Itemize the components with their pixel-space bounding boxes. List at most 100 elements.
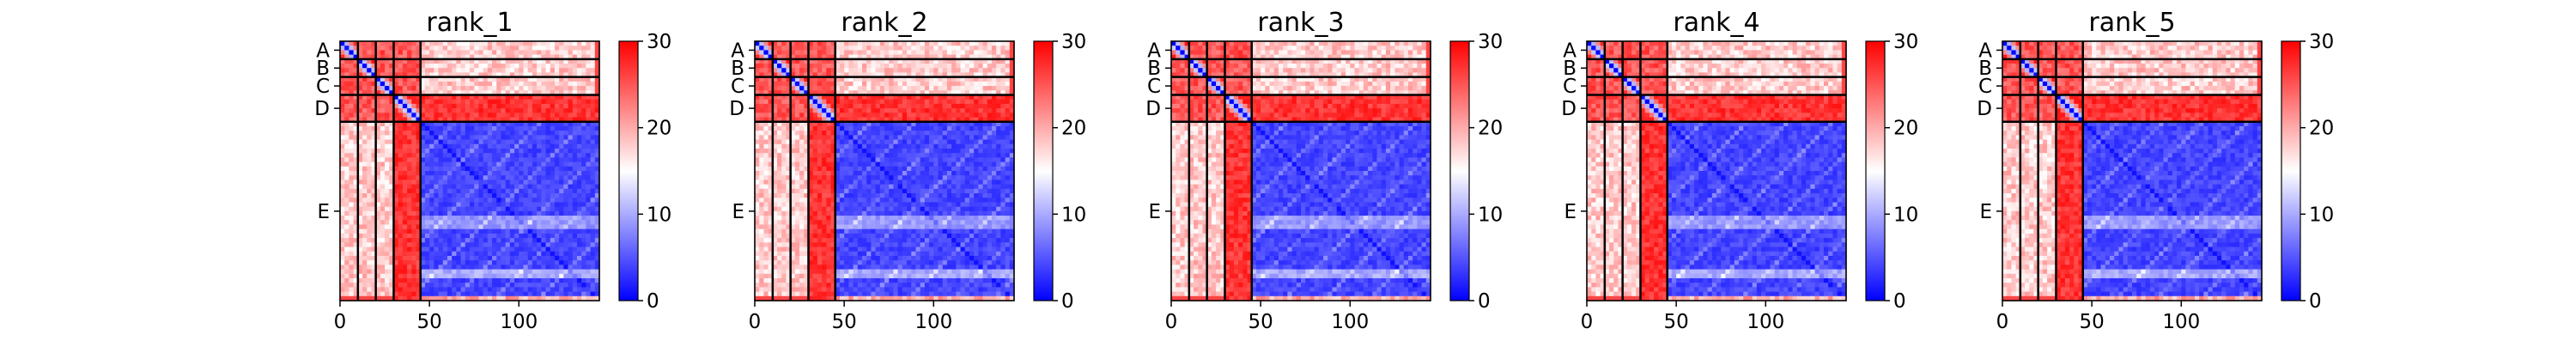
heatmap-cell <box>456 283 461 288</box>
heatmap-cell <box>591 153 596 158</box>
heatmap-cell <box>510 252 515 257</box>
heatmap-cell <box>546 68 551 73</box>
heatmap-cell <box>817 86 823 91</box>
heatmap-cell <box>380 224 386 229</box>
heatmap-cell <box>893 126 898 131</box>
heatmap-cell <box>496 193 501 198</box>
heatmap-cell <box>866 64 872 69</box>
heatmap-cell <box>447 256 453 261</box>
heatmap-cell <box>866 108 872 113</box>
heatmap-cell <box>763 126 769 131</box>
heatmap-cell <box>407 50 412 55</box>
heatmap-cell <box>559 287 564 292</box>
heatmap-cell <box>340 131 345 136</box>
heatmap-cell <box>974 157 979 162</box>
heatmap-cell <box>523 292 528 297</box>
heatmap-cell <box>470 202 475 207</box>
heatmap-cell <box>848 126 854 131</box>
heatmap-cell <box>854 135 859 140</box>
heatmap-cell <box>501 292 506 297</box>
heatmap-cell <box>541 153 546 158</box>
heatmap-cell <box>546 234 551 239</box>
heatmap-cell <box>586 202 591 207</box>
heatmap-cell <box>559 292 564 297</box>
heatmap-cell <box>563 242 568 247</box>
heatmap-cell <box>844 104 849 109</box>
heatmap-cell <box>858 82 863 87</box>
heatmap-cell <box>573 189 578 194</box>
heatmap-cell <box>822 46 827 51</box>
heatmap-cell <box>367 157 372 162</box>
heatmap-cell <box>581 100 586 105</box>
heatmap-cell <box>452 108 457 113</box>
heatmap-cell <box>439 274 444 279</box>
heatmap-cell <box>362 46 368 51</box>
heatmap-cell <box>523 234 528 239</box>
heatmap-cell <box>969 153 975 158</box>
heatmap-cell <box>362 270 368 275</box>
heatmap-cell <box>586 287 591 292</box>
heatmap-cell <box>559 193 564 198</box>
heatmap-cell <box>550 260 556 265</box>
heatmap-cell <box>439 100 444 105</box>
heatmap-cell <box>947 153 952 158</box>
heatmap-cell <box>519 46 524 51</box>
heatmap-cell <box>759 46 764 51</box>
heatmap-cell <box>488 167 493 172</box>
heatmap-cell <box>555 144 560 149</box>
heatmap-cell <box>461 157 466 162</box>
heatmap-cell <box>871 140 876 145</box>
heatmap-cell <box>461 242 466 247</box>
heatmap-cell <box>759 86 764 91</box>
heatmap-cell <box>385 202 390 207</box>
heatmap-cell <box>983 68 988 73</box>
heatmap-cell <box>456 238 461 243</box>
heatmap-cell <box>568 256 574 261</box>
heatmap-cell <box>340 171 345 176</box>
heatmap-cell <box>826 50 831 55</box>
heatmap-cell <box>555 238 560 243</box>
heatmap-cell <box>559 82 564 87</box>
heatmap-cell <box>452 162 457 167</box>
heatmap-cell <box>951 149 957 154</box>
heatmap-cell <box>1000 131 1005 136</box>
heatmap-cell <box>452 41 457 46</box>
heatmap-cell <box>961 50 966 55</box>
heatmap-cell <box>443 274 448 279</box>
heatmap-cell <box>563 256 568 261</box>
heatmap-cell <box>532 64 538 69</box>
heatmap-cell <box>465 220 471 225</box>
heatmap-cell <box>920 153 926 158</box>
heatmap-cell <box>844 162 849 167</box>
heatmap-cell <box>523 198 528 203</box>
heatmap-cell <box>506 202 511 207</box>
heatmap-cell <box>488 278 493 283</box>
heatmap-cell <box>956 149 961 154</box>
heatmap-cell <box>478 202 483 207</box>
heatmap-cell <box>344 270 349 275</box>
heatmap-cell <box>439 162 444 167</box>
heatmap-cell <box>586 260 591 265</box>
heatmap-cell <box>1005 113 1011 118</box>
heatmap-cell <box>470 265 475 270</box>
heatmap-cell <box>362 247 368 253</box>
heatmap-cell <box>826 153 831 158</box>
heatmap-cell <box>546 252 551 257</box>
heatmap-cell <box>866 113 872 118</box>
heatmap-cell <box>563 220 568 225</box>
heatmap-cell <box>992 104 997 109</box>
heatmap-cell <box>461 68 466 73</box>
heatmap-cell <box>555 46 560 51</box>
heatmap-cell <box>411 104 416 109</box>
heatmap-cell <box>447 100 453 105</box>
heatmap-cell <box>407 135 412 140</box>
heatmap-cell <box>478 82 483 87</box>
heatmap-cell <box>925 126 930 131</box>
heatmap-cell <box>844 64 849 69</box>
heatmap-cell <box>403 153 408 158</box>
heatmap-cell <box>573 238 578 243</box>
heatmap-cell <box>813 104 818 109</box>
heatmap-cell <box>577 242 582 247</box>
heatmap-cell <box>577 140 582 145</box>
heatmap-cell <box>795 113 800 118</box>
